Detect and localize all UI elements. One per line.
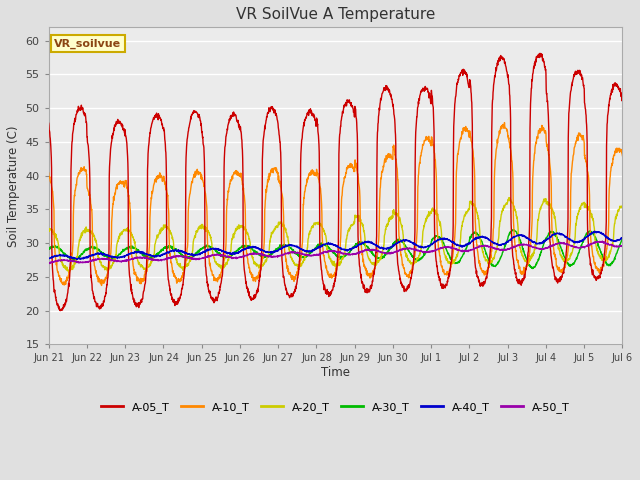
Y-axis label: Soil Temperature (C): Soil Temperature (C) bbox=[7, 125, 20, 247]
Title: VR SoilVue A Temperature: VR SoilVue A Temperature bbox=[236, 7, 435, 22]
Text: VR_soilvue: VR_soilvue bbox=[54, 38, 122, 48]
X-axis label: Time: Time bbox=[321, 366, 350, 379]
Legend: A-05_T, A-10_T, A-20_T, A-30_T, A-40_T, A-50_T: A-05_T, A-10_T, A-20_T, A-30_T, A-40_T, … bbox=[97, 397, 575, 417]
